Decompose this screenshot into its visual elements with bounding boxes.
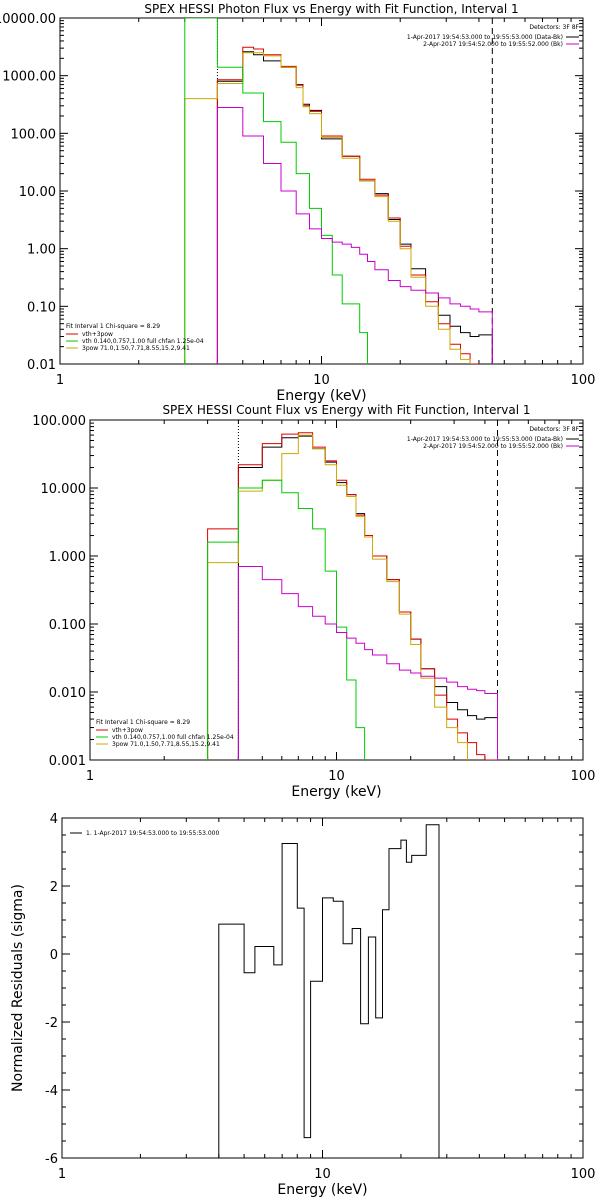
x-axis-label: Energy (keV) <box>277 1182 367 1198</box>
photon-flux-panel: SPEX HESSI Photon Flux vs Energy with Fi… <box>0 2 595 404</box>
legend-top-entry: 2-Apr-2017 19:54:52.000 to 19:55:52.000 … <box>423 443 563 450</box>
series-line <box>237 435 498 760</box>
y-tick-label: 10.00 <box>19 185 56 200</box>
x-tick-label: 100 <box>571 373 596 388</box>
y-tick-label: -4 <box>45 1084 58 1099</box>
series-line <box>207 434 468 760</box>
x-tick-label: 1 <box>56 373 64 388</box>
y-tick-label: -2 <box>45 1016 58 1031</box>
x-tick-label: 10 <box>328 769 345 784</box>
y-tick-label: 2 <box>50 880 58 895</box>
series-line <box>216 107 493 364</box>
y-tick-label: 100.000 <box>32 414 86 429</box>
series-group <box>184 18 493 364</box>
y-tick-label: 0.100 <box>49 618 86 633</box>
plot-frame <box>61 817 584 1159</box>
y-tick-label: 1000.00 <box>2 70 56 85</box>
legend-bottom-header: Fit Interval 1 Chi-square = 8.29 <box>96 719 190 726</box>
legend-bottom-entry: 3pow 71.0,1.50,7.71,8.55,15.2,9.41 <box>112 741 220 748</box>
y-tick-label: 0.001 <box>49 754 86 769</box>
y-tick-label: 4 <box>50 812 58 827</box>
y-tick-label: -6 <box>45 1152 58 1167</box>
y-tick-label: 1.00 <box>27 243 56 258</box>
legend-top-entry: 2-Apr-2017 19:54:52.000 to 19:55:52.000 … <box>423 41 563 48</box>
residuals-panel: 1 10 100 Energy (keV) -6 -4 -2 0 2 4 Normalized Re… <box>10 812 595 1198</box>
series-line <box>207 432 498 760</box>
x-tick-label: 1 <box>58 1167 66 1182</box>
y-tick-label: 100.00 <box>11 127 57 142</box>
legend-bottom-entry: 3pow 71.0,1.50,7.71,8.55,15.2,9.41 <box>82 345 190 352</box>
y-tick-label: 0.01 <box>27 358 56 373</box>
series-line <box>218 824 440 1158</box>
chart-title: SPEX HESSI Count Flux vs Energy with Fit… <box>162 403 530 417</box>
legend-top-header: Detectors: 3F 8F <box>529 24 579 31</box>
x-tick-label: 100 <box>571 1167 596 1182</box>
x-tick-label: 1 <box>86 769 94 784</box>
series-group <box>207 432 498 760</box>
plot-frame <box>59 17 584 365</box>
series-line <box>237 566 498 760</box>
series-group <box>218 824 440 1158</box>
y-tick-label: 10000.00 <box>0 12 56 27</box>
series-line <box>216 46 480 364</box>
legend-bottom-entry: vth+3pow <box>112 727 143 734</box>
chart-title: SPEX HESSI Photon Flux vs Energy with Fi… <box>144 2 518 16</box>
y-tick-label: 0.010 <box>49 686 86 701</box>
series-line <box>184 52 471 364</box>
legend-entry: 1. 1-Apr-2017 19:54:53.000 to 19:55:53.0… <box>86 830 219 837</box>
series-line <box>207 479 366 760</box>
x-axis-label: Energy (keV) <box>291 784 381 800</box>
legend-bottom-header: Fit Interval 1 Chi-square = 8.29 <box>66 323 160 330</box>
legend-bottom-entry: vth+3pow <box>82 331 113 338</box>
y-tick-label: 10.000 <box>41 482 87 497</box>
y-tick-label: 1.000 <box>49 550 86 565</box>
x-axis-label: Energy (keV) <box>276 388 366 404</box>
legend-bottom-entry: vth 0.140,0.757,1.00 full chfan 1.25e-04 <box>112 734 234 741</box>
count-flux-panel: SPEX HESSI Count Flux vs Energy with Fit… <box>32 403 595 800</box>
x-tick-label: 100 <box>571 769 596 784</box>
y-tick-label: 0 <box>50 948 58 963</box>
x-tick-label: 10 <box>313 373 330 388</box>
x-tick-label: 10 <box>314 1167 331 1182</box>
y-tick-label: 0.10 <box>27 300 56 315</box>
legend-bottom-entry: vth 0.140,0.757,1.00 full chfan 1.25e-04 <box>82 338 204 345</box>
legend-top-entry: 1-Apr-2017 19:54:53.000 to 19:55:53.000 … <box>407 436 563 443</box>
legend-top-entry: 1-Apr-2017 19:54:53.000 to 19:55:53.000 … <box>407 34 563 41</box>
series-line <box>216 51 493 364</box>
y-axis-label: Normalized Residuals (sigma) <box>10 884 26 1092</box>
series-line <box>184 18 368 364</box>
legend-top-header: Detectors: 3F 8F <box>529 426 579 433</box>
